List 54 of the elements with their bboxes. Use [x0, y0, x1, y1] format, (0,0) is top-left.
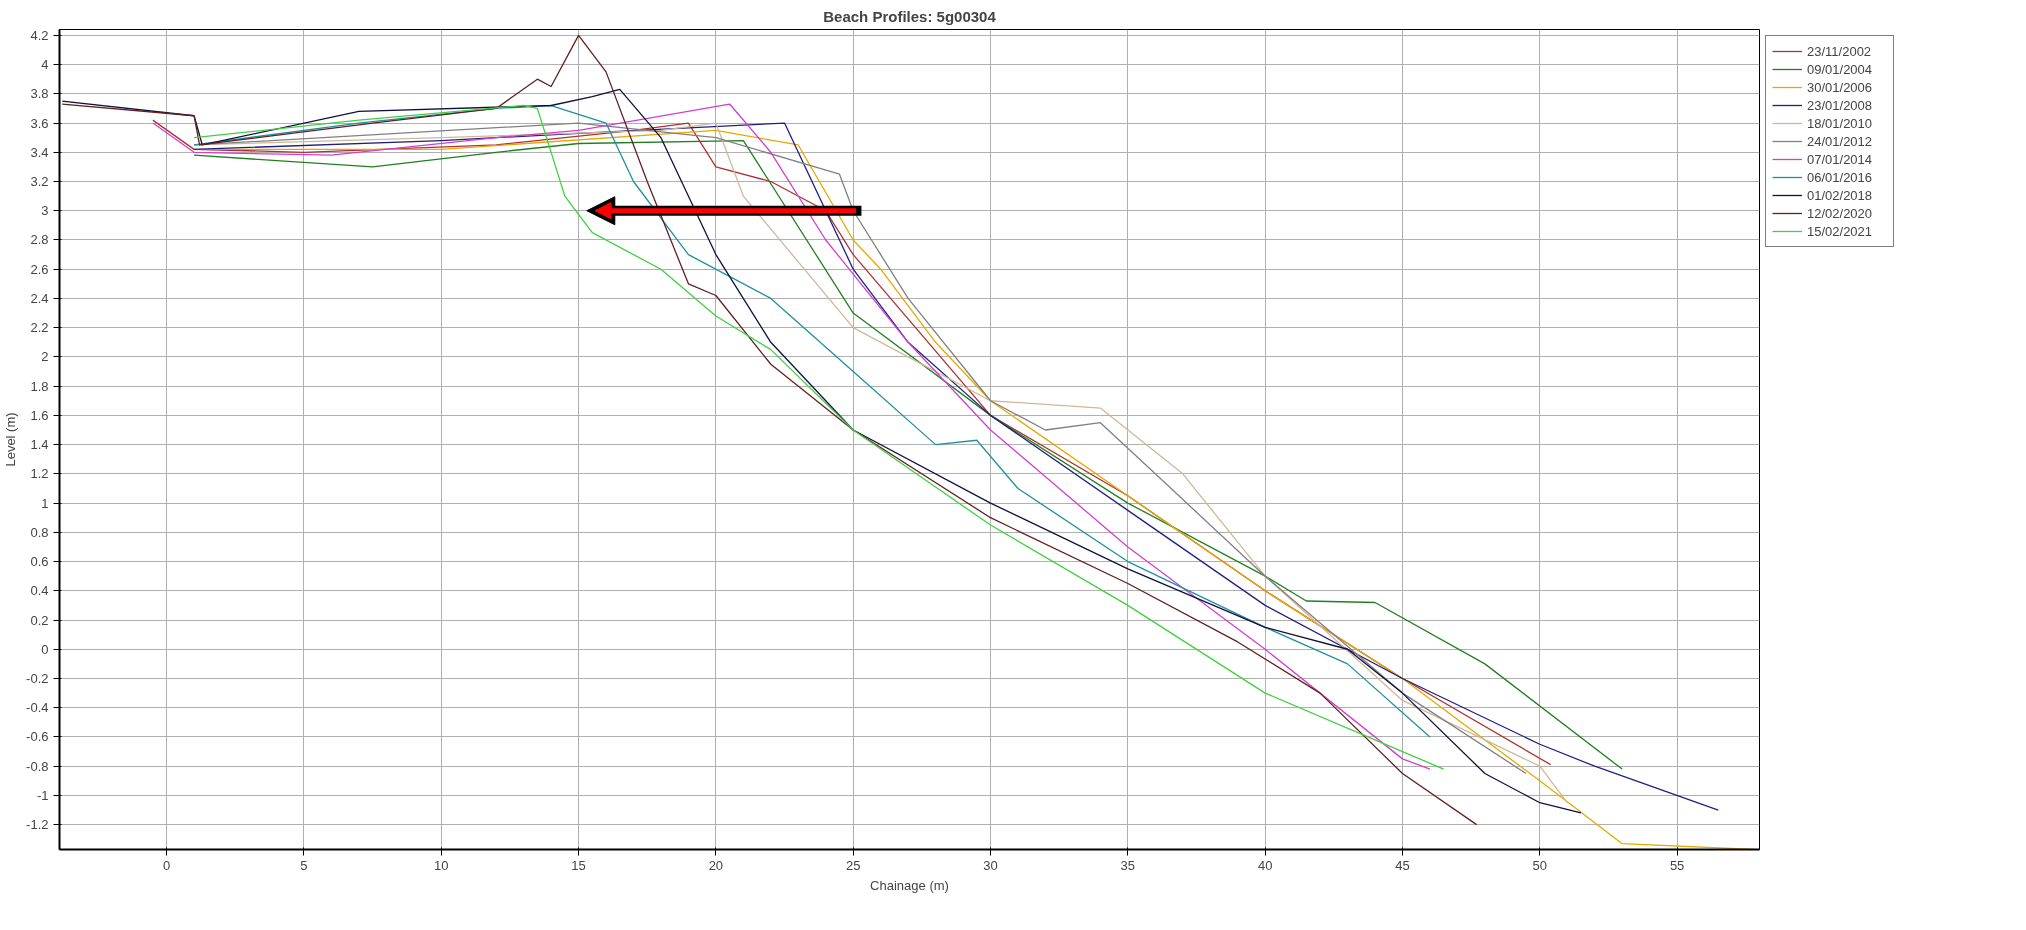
legend-label: 07/01/2014 [1807, 150, 1874, 168]
x-tick-label: 55 [1669, 857, 1685, 873]
y-tick-label: 0.6 [30, 554, 49, 570]
y-axis-title: Level (m) [3, 412, 19, 467]
y-tick-label: 1.6 [30, 407, 49, 423]
legend-label: 12/02/2020 [1807, 204, 1874, 222]
legend-label: 30/01/2006 [1807, 78, 1874, 96]
x-tick-label: 5 [300, 857, 308, 873]
y-tick-label: 0.4 [30, 583, 49, 599]
y-tick-label: 2.8 [30, 232, 49, 248]
y-tick-label: 1.2 [30, 466, 49, 482]
x-tick-label: 10 [434, 857, 449, 873]
x-tick-label: 0 [162, 857, 171, 873]
legend-label: 23/11/2002 [1807, 42, 1873, 60]
y-tick-label: 3.8 [30, 86, 49, 102]
y-tick-label: 3.6 [30, 115, 49, 131]
x-tick-label: 30 [983, 857, 998, 873]
y-tick-label: 0.8 [30, 524, 49, 540]
chart-title: Beach Profiles: 5g00304 [823, 7, 997, 25]
x-tick-label: 20 [708, 857, 724, 873]
y-tick-label: 2.4 [30, 290, 49, 306]
y-tick-label: 2.6 [30, 261, 49, 277]
y-tick-label: -0.2 [26, 670, 49, 686]
y-tick-label: -0.6 [26, 729, 49, 745]
y-tick-label: 4.2 [30, 27, 49, 43]
y-tick-label: -1 [36, 787, 49, 803]
y-tick-label: 3 [41, 203, 49, 219]
legend-label: 06/01/2016 [1807, 168, 1874, 186]
y-tick-label: -0.8 [26, 758, 49, 774]
y-tick-label: 1 [41, 495, 49, 511]
y-tick-label: 4 [41, 57, 49, 73]
y-tick-label: 0.2 [30, 612, 49, 628]
y-tick-label: 3.2 [30, 174, 49, 190]
x-tick-label: 45 [1395, 857, 1410, 873]
x-axis-title: Chainage (m) [870, 877, 949, 893]
legend-label: 23/01/2008 [1807, 96, 1874, 114]
legend-label: 01/02/2018 [1807, 186, 1874, 204]
legend-label: 09/01/2004 [1807, 60, 1874, 78]
y-tick-label: 2.2 [30, 320, 49, 336]
x-tick-label: 35 [1120, 857, 1136, 873]
legend-label: 15/02/2021 [1807, 222, 1874, 240]
y-tick-label: 2 [41, 349, 49, 365]
legend-label: 24/01/2012 [1807, 132, 1874, 150]
x-tick-label: 40 [1257, 857, 1273, 873]
x-tick-label: 25 [845, 857, 861, 873]
y-tick-label: 1.8 [30, 378, 49, 394]
y-tick-label: -1.2 [26, 817, 49, 833]
y-tick-label: 0 [41, 641, 49, 657]
x-tick-label: 50 [1532, 857, 1548, 873]
y-tick-label: 3.4 [30, 144, 49, 160]
y-tick-label: 1.4 [30, 437, 49, 453]
x-tick-label: 15 [571, 857, 586, 873]
y-tick-label: -0.4 [26, 700, 49, 716]
legend-label: 18/01/2010 [1807, 114, 1874, 132]
